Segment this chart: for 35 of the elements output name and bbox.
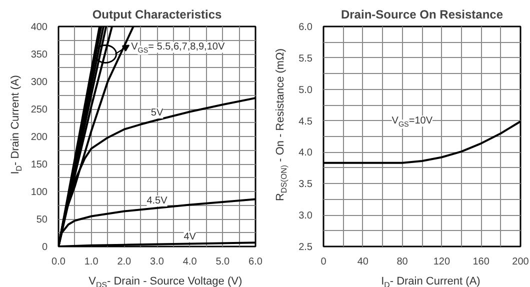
y-tick-label: 250 [30, 104, 48, 116]
x-tick-label: 80 [396, 256, 408, 268]
x-tick-label: 120 [433, 256, 450, 268]
x-tick-label: 200 [512, 256, 530, 268]
chart-title: Output Characteristics [92, 8, 222, 22]
series-label: 5V [150, 108, 164, 118]
y-tick-label: 5.5 [298, 53, 313, 64]
x-tick-label: 2.0 [117, 256, 132, 268]
y-tick-label: 6.0 [298, 22, 313, 33]
y-tick-label: 2.5 [298, 242, 313, 253]
y-tick-label: 5.0 [298, 84, 313, 96]
x-tick-label: 6.0 [248, 256, 263, 268]
y-tick-label: 3.5 [298, 179, 313, 190]
y-tick-label: 350 [30, 50, 48, 60]
y-tick-label: 400 [30, 22, 48, 33]
y-tick-label: 50 [36, 214, 48, 226]
x-tick-label: 4.0 [182, 256, 198, 268]
x-tick-label: 3.0 [150, 256, 164, 268]
x-tick-label: 1.0 [84, 256, 99, 268]
x-tick-label: 0.0 [52, 256, 66, 268]
x-tick-label: 160 [472, 256, 490, 268]
series-label: 4V [184, 231, 196, 242]
series-label: 4.5V [146, 196, 168, 206]
x-tick-label: 5.0 [216, 256, 230, 268]
y-tick-label: 150 [30, 160, 48, 170]
y-tick-label: 4.0 [298, 148, 313, 159]
x-tick-label: 0 [320, 256, 327, 268]
x-tick-label: 40 [357, 256, 369, 268]
chart-title: Drain-Source On Resistance [340, 8, 504, 22]
y-tick-label: 3.0 [298, 210, 313, 222]
y-tick-label: 4.5 [298, 116, 313, 128]
y-tick-label: 200 [30, 132, 48, 143]
y-tick-label: 0 [42, 242, 48, 253]
y-tick-label: 100 [30, 187, 48, 198]
y-tick-label: 300 [30, 77, 48, 88]
